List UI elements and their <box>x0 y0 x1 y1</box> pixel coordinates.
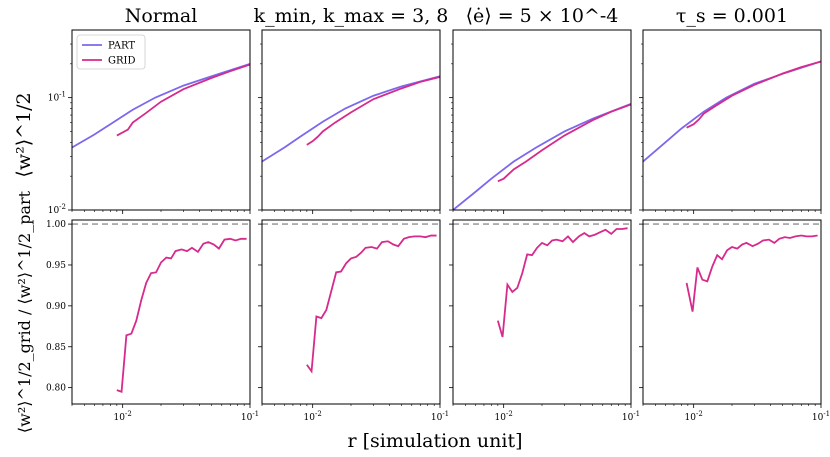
x-tick-label: 10-1 <box>812 410 830 423</box>
panel-bottom-4: 10-2 10-1 <box>639 219 830 423</box>
y-tick-label: 1.00 <box>46 220 66 230</box>
x-tick-label: 10-2 <box>495 410 513 423</box>
series-grid-line <box>116 237 247 393</box>
series-grid-line <box>496 227 628 338</box>
panel-top-1: 10-2 10-1 Normal PART GRID <box>48 5 251 216</box>
panel-title: Normal <box>125 5 198 27</box>
y-tick-label: 10-1 <box>48 91 66 104</box>
series-grid-line <box>686 60 821 129</box>
x-tick-label: 10-1 <box>622 410 640 423</box>
series-grid-line <box>306 234 437 374</box>
series-part-line <box>262 75 440 163</box>
axes-frame <box>452 29 632 211</box>
panel-bottom-3: 10-2 10-1 <box>449 219 640 423</box>
x-tick-label: 10-1 <box>431 410 449 423</box>
x-tick-label: 10-2 <box>685 410 703 423</box>
x-tick-label: 10-2 <box>304 410 322 423</box>
axes-frame <box>261 219 441 405</box>
axes-frame <box>642 29 822 211</box>
legend: PART GRID <box>76 34 146 70</box>
y-tick-label: 0.85 <box>46 343 66 353</box>
panel-top-3: ⟨ė⟩ = 5 × 10^-4 <box>449 5 632 214</box>
series-part-line <box>453 103 631 210</box>
y-tick-label: 10-2 <box>48 203 66 216</box>
series-part-line <box>643 60 821 163</box>
axes-frame <box>71 219 251 405</box>
panel-top-4: τ_s = 0.001 <box>639 5 822 214</box>
panel-bottom-2: 10-2 10-1 <box>258 219 449 423</box>
x-tick-label: 10-1 <box>241 410 259 423</box>
series-part-line <box>72 62 250 149</box>
axes-frame <box>261 29 441 211</box>
panel-title: τ_s = 0.001 <box>676 5 788 27</box>
panel-bottom-1: 10-2 10-1 0.80 0.85 0.90 0.95 1.00 <box>46 219 259 423</box>
panel-top-2: k_min, k_max = 3, 8 <box>254 5 449 214</box>
y-tick-label: 0.80 <box>46 384 66 394</box>
series-grid-line <box>306 76 440 146</box>
axes-frame <box>452 219 632 405</box>
y-tick-label: 0.90 <box>46 302 66 312</box>
panel-title: ⟨ė⟩ = 5 × 10^-4 <box>466 5 619 27</box>
top-ylabel: ⟨w²⟩^1/2 <box>13 92 35 177</box>
legend-label-grid: GRID <box>108 56 136 67</box>
series-grid-line <box>116 63 250 137</box>
bottom-ylabel: ⟨w²⟩^1/2_grid / ⟨w²⟩^1/2_part <box>15 190 34 433</box>
y-tick-label: 0.95 <box>46 261 66 271</box>
x-tick-label: 10-2 <box>114 410 132 423</box>
x-axis-label: r [simulation unit] <box>347 430 522 452</box>
series-grid-line <box>497 103 631 183</box>
series-grid-line <box>685 234 818 312</box>
legend-label-part: PART <box>108 41 135 52</box>
panel-title: k_min, k_max = 3, 8 <box>254 5 449 27</box>
